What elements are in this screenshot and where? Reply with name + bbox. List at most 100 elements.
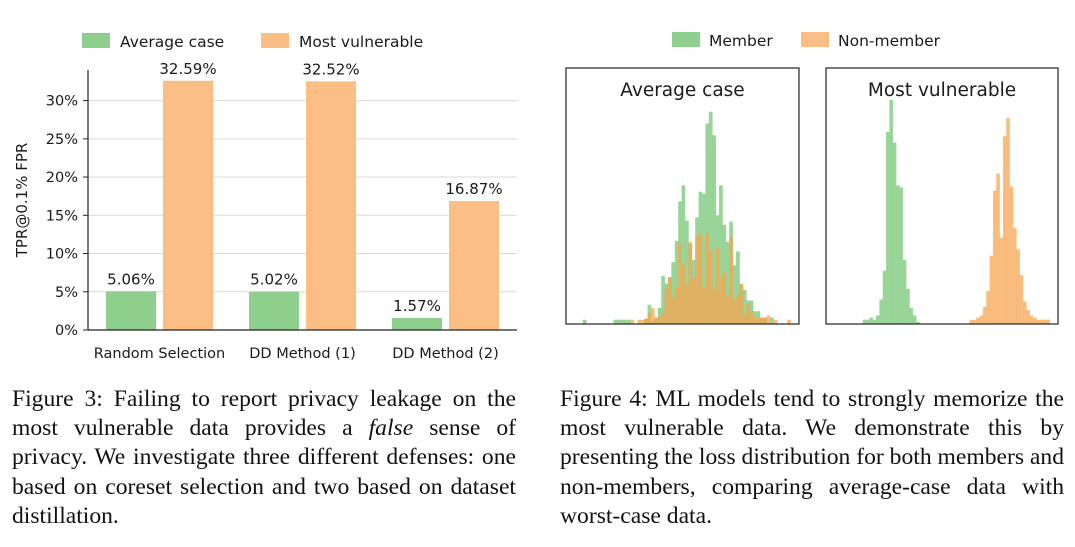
member-bar (916, 321, 920, 324)
non-member-bar (702, 287, 706, 324)
member-bar (872, 319, 877, 324)
non-member-bar (681, 264, 686, 324)
member-bar (681, 185, 686, 324)
member-bar (616, 319, 621, 324)
member-bar (899, 187, 904, 324)
non-member-bar (647, 313, 652, 324)
y-tick-label: 15% (46, 208, 78, 224)
non-member-bar (685, 284, 689, 324)
non-member-bar (732, 300, 737, 324)
non-member-bar (1019, 274, 1024, 324)
non-member-bar (1046, 319, 1050, 324)
member-bar (882, 270, 887, 324)
bar (392, 317, 442, 330)
bar (306, 81, 356, 330)
y-tick-label: 0% (55, 323, 78, 339)
non-member-bar (759, 317, 764, 324)
bar (106, 291, 156, 330)
bar (163, 80, 213, 331)
member-bar (869, 317, 874, 324)
bar-value-label: 1.57% (393, 297, 441, 315)
figure-4-caption: Figure 4: ML models tend to strongly mem… (560, 386, 1064, 529)
non-member-bar (989, 255, 994, 324)
member-bar (674, 240, 679, 324)
member-bar (582, 319, 587, 324)
histogram-panel: Average case (565, 67, 800, 325)
member-bar (892, 142, 897, 324)
non-member-bar (1012, 228, 1017, 324)
bar (249, 291, 299, 330)
legend-label: Non-member (838, 32, 941, 50)
bar-value-label: 5.02% (250, 271, 298, 289)
non-member-bar (630, 319, 635, 324)
member-bar (623, 319, 628, 324)
panel-title: Average case (620, 80, 744, 101)
non-member-bar (719, 278, 723, 324)
member-bar (876, 315, 880, 324)
non-member-bar (969, 319, 974, 324)
non-member-bar (678, 242, 682, 324)
panel-frame (565, 67, 800, 325)
member-bar (909, 308, 914, 324)
non-member-bar (972, 319, 977, 324)
bar (449, 200, 499, 330)
legend-label: Member (709, 32, 773, 50)
non-member-bar (992, 190, 997, 324)
non-member-bar (746, 303, 751, 324)
non-member-bar (749, 311, 754, 324)
legend-label: Most vulnerable (299, 33, 423, 51)
member-bar (886, 132, 890, 324)
member-bar (912, 315, 917, 324)
non-member-bar (725, 295, 730, 324)
member-bar (736, 251, 740, 324)
non-member-bar (715, 247, 720, 324)
non-member-bar (691, 278, 696, 324)
non-member-bar (739, 283, 744, 324)
member-bar (705, 123, 710, 324)
non-member-bar (1036, 319, 1040, 324)
non-member-bar (1006, 118, 1010, 324)
bar-value-label: 32.59% (159, 60, 216, 78)
non-member-bar (976, 317, 980, 324)
member-bar (902, 260, 907, 324)
member-bar (879, 299, 884, 324)
x-tick-label: Random Selection (94, 346, 225, 362)
non-member-bar (674, 287, 679, 324)
member-bar (866, 319, 870, 324)
non-member-bar (1039, 319, 1044, 324)
legend-swatch (261, 33, 289, 48)
legend-swatch (801, 32, 829, 47)
y-tick-label: 30% (46, 94, 78, 110)
figure-4-legend: Member Non-member (672, 32, 941, 50)
non-member-bar (644, 318, 648, 324)
non-member-bar (736, 295, 740, 324)
member-bar (627, 319, 631, 324)
non-member-bar (650, 308, 655, 324)
member-bar (702, 193, 706, 324)
member-bar (657, 308, 662, 324)
non-member-bar (766, 315, 771, 324)
non-member-bar (654, 317, 659, 324)
member-bar (770, 317, 774, 324)
bar-value-label: 16.87% (445, 180, 502, 198)
non-member-bar (698, 233, 703, 324)
non-member-bar (664, 288, 669, 324)
non-member-bar (661, 313, 665, 324)
member-bar (889, 100, 894, 324)
non-member-bar (742, 315, 747, 324)
non-member-bar (688, 241, 693, 324)
non-member-bar (986, 290, 990, 324)
x-tick-label: DD Method (1) (249, 346, 355, 362)
member-bar (732, 265, 737, 324)
non-member-bar (773, 319, 778, 324)
legend-label: Average case (120, 33, 224, 51)
member-bar (661, 276, 665, 324)
non-member-bar (979, 315, 984, 324)
member-bar (725, 241, 730, 324)
non-member-bar (671, 297, 676, 324)
non-member-bar (695, 236, 699, 324)
non-member-bar (756, 317, 761, 324)
figure-4-histograms: Member Non-member Average case Most vulnera… (565, 32, 1059, 325)
member-bar (613, 319, 618, 324)
